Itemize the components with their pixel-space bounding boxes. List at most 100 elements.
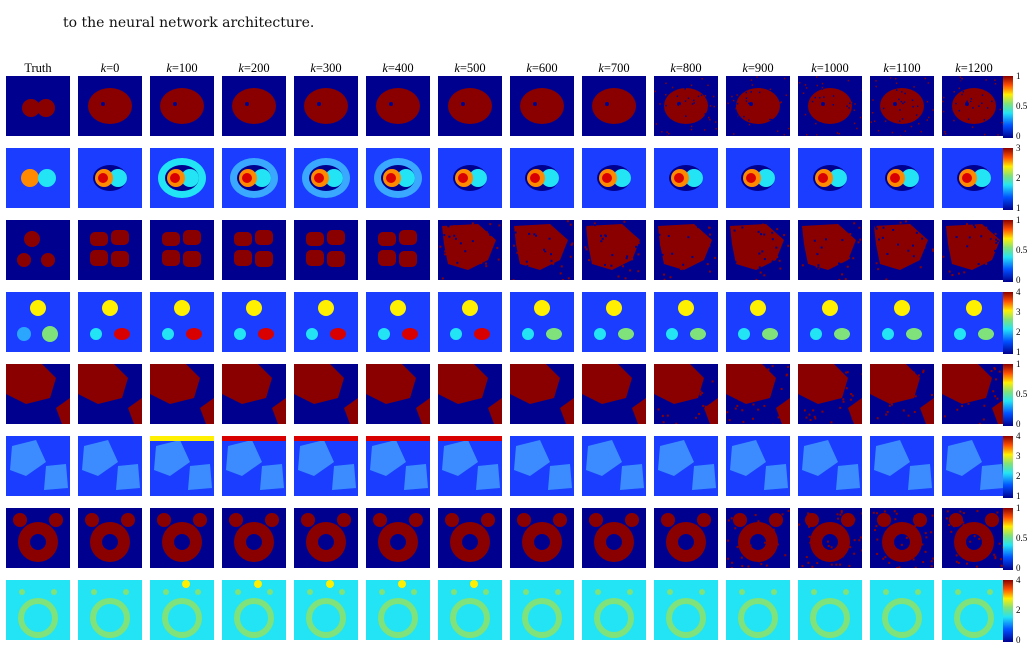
heatmap-image	[222, 436, 286, 496]
heatmap-image	[222, 292, 286, 352]
heatmap-image	[942, 148, 1006, 208]
heatmap-image	[294, 292, 358, 352]
heatmap-image	[438, 292, 502, 352]
heatmap-tile	[510, 220, 574, 280]
heatmap-tile	[438, 292, 502, 352]
colorbar-tick-label: 1	[1016, 503, 1021, 513]
heatmap-tile	[6, 580, 70, 640]
heatmap-image	[6, 436, 70, 496]
heatmap-image	[510, 220, 574, 280]
heatmap-image	[870, 76, 934, 136]
colorbar-tick-label: 4	[1016, 287, 1021, 297]
heatmap-image	[294, 76, 358, 136]
heatmap-tile	[726, 580, 790, 640]
figure-caption: to the neural network architecture.	[63, 15, 315, 31]
heatmap-tile	[294, 580, 358, 640]
heatmap-image	[870, 220, 934, 280]
heatmap-image	[222, 508, 286, 568]
colorbar-tick-label: 1	[1016, 359, 1021, 369]
heatmap-tile	[294, 76, 358, 136]
heatmap-image	[726, 292, 790, 352]
heatmap-image	[78, 364, 142, 424]
heatmap-image	[726, 436, 790, 496]
heatmap-image	[78, 76, 142, 136]
heatmap-image	[78, 148, 142, 208]
heatmap-image	[582, 148, 646, 208]
heatmap-tile	[654, 76, 718, 136]
colorbar-tick-label: 0.5	[1016, 245, 1028, 255]
heatmap-image	[6, 148, 70, 208]
heatmap-image	[510, 580, 574, 640]
heatmap-image	[294, 148, 358, 208]
heatmap-tile	[438, 148, 502, 208]
heatmap-tile	[870, 76, 934, 136]
heatmap-image	[654, 220, 718, 280]
heatmap-tile	[150, 364, 214, 424]
heatmap-image	[222, 148, 286, 208]
column-header: k=500	[454, 61, 486, 75]
heatmap-image	[870, 436, 934, 496]
heatmap-image	[366, 364, 430, 424]
heatmap-image	[6, 580, 70, 640]
heatmap-tile	[510, 292, 574, 352]
colorbar-tick-label: 4	[1016, 575, 1021, 585]
heatmap-tile	[438, 508, 502, 568]
heatmap-tile	[654, 364, 718, 424]
heatmap-tile	[78, 364, 142, 424]
colorbar-tick-label: 0	[1016, 419, 1021, 429]
heatmap-image	[654, 508, 718, 568]
heatmap-tile	[78, 220, 142, 280]
heatmap-tile	[870, 508, 934, 568]
heatmap-image	[222, 580, 286, 640]
heatmap-image	[870, 364, 934, 424]
colorbar-tick-label: 2	[1016, 605, 1021, 615]
heatmap-tile	[438, 76, 502, 136]
heatmap-tile	[78, 292, 142, 352]
heatmap-tile	[942, 580, 1006, 640]
heatmap-image	[150, 76, 214, 136]
heatmap-tile	[366, 508, 430, 568]
heatmap-image	[942, 436, 1006, 496]
column-header: k=400	[382, 61, 414, 75]
heatmap-image	[798, 580, 862, 640]
colorbar-tick-label: 0.5	[1016, 533, 1028, 543]
heatmap-image	[942, 76, 1006, 136]
heatmap-image	[150, 220, 214, 280]
heatmap-tile	[78, 76, 142, 136]
heatmap-image	[942, 580, 1006, 640]
heatmap-image	[870, 148, 934, 208]
colorbar-tick-label: 0.5	[1016, 389, 1028, 399]
heatmap-image	[150, 436, 214, 496]
column-header: k=900	[742, 61, 774, 75]
column-header: k=300	[310, 61, 342, 75]
heatmap-image	[654, 76, 718, 136]
heatmap-tile	[366, 364, 430, 424]
heatmap-image	[798, 508, 862, 568]
heatmap-image	[942, 364, 1006, 424]
column-header: k=0	[100, 61, 120, 75]
colorbar	[1003, 76, 1013, 138]
heatmap-tile	[78, 436, 142, 496]
heatmap-tile	[150, 292, 214, 352]
heatmap-tile	[582, 580, 646, 640]
heatmap-tile	[150, 580, 214, 640]
heatmap-tile	[726, 148, 790, 208]
heatmap-tile	[798, 436, 862, 496]
column-header: k=100	[166, 61, 198, 75]
heatmap-image	[654, 148, 718, 208]
column-header: k=1200	[955, 61, 993, 75]
heatmap-image	[438, 580, 502, 640]
heatmap-tile	[654, 220, 718, 280]
heatmap-image	[6, 508, 70, 568]
heatmap-image	[798, 148, 862, 208]
heatmap-image	[942, 508, 1006, 568]
heatmap-image	[78, 580, 142, 640]
heatmap-image	[582, 364, 646, 424]
colorbar	[1003, 292, 1013, 354]
heatmap-tile	[942, 436, 1006, 496]
heatmap-image	[438, 76, 502, 136]
heatmap-tile	[150, 148, 214, 208]
heatmap-image	[366, 508, 430, 568]
heatmap-tile	[438, 580, 502, 640]
heatmap-image	[6, 220, 70, 280]
